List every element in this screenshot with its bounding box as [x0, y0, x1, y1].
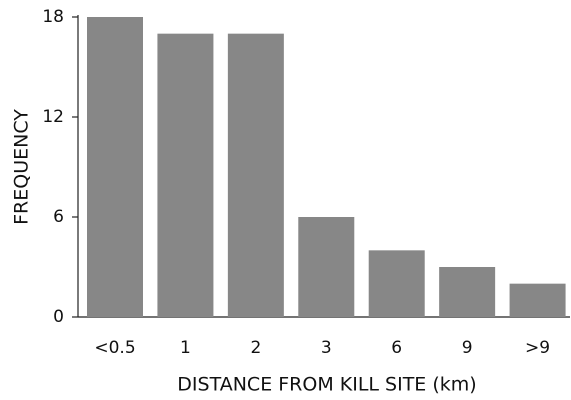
bar [227, 33, 284, 318]
x-axis-label: DISTANCE FROM KILL SITE (km) [177, 374, 476, 396]
bar [439, 267, 496, 317]
bar [509, 283, 566, 317]
y-axis-label: FREQUENCY [11, 109, 33, 225]
x-tick-label: 1 [180, 338, 191, 358]
y-tick-label: 12 [42, 107, 64, 127]
bar [368, 250, 425, 317]
x-tick-label: 2 [250, 338, 261, 358]
x-tick-label: 3 [321, 338, 332, 358]
bar [298, 217, 355, 317]
x-tick-label: 6 [391, 338, 402, 358]
x-tick-label: <0.5 [94, 338, 135, 358]
bar [157, 33, 214, 318]
y-tick-label: 0 [53, 307, 64, 327]
x-tick-label: >9 [525, 338, 550, 358]
bar [87, 17, 143, 317]
x-tick-label: 9 [462, 338, 473, 358]
y-tick-label: 6 [53, 207, 64, 227]
y-tick-label: 18 [42, 7, 64, 27]
